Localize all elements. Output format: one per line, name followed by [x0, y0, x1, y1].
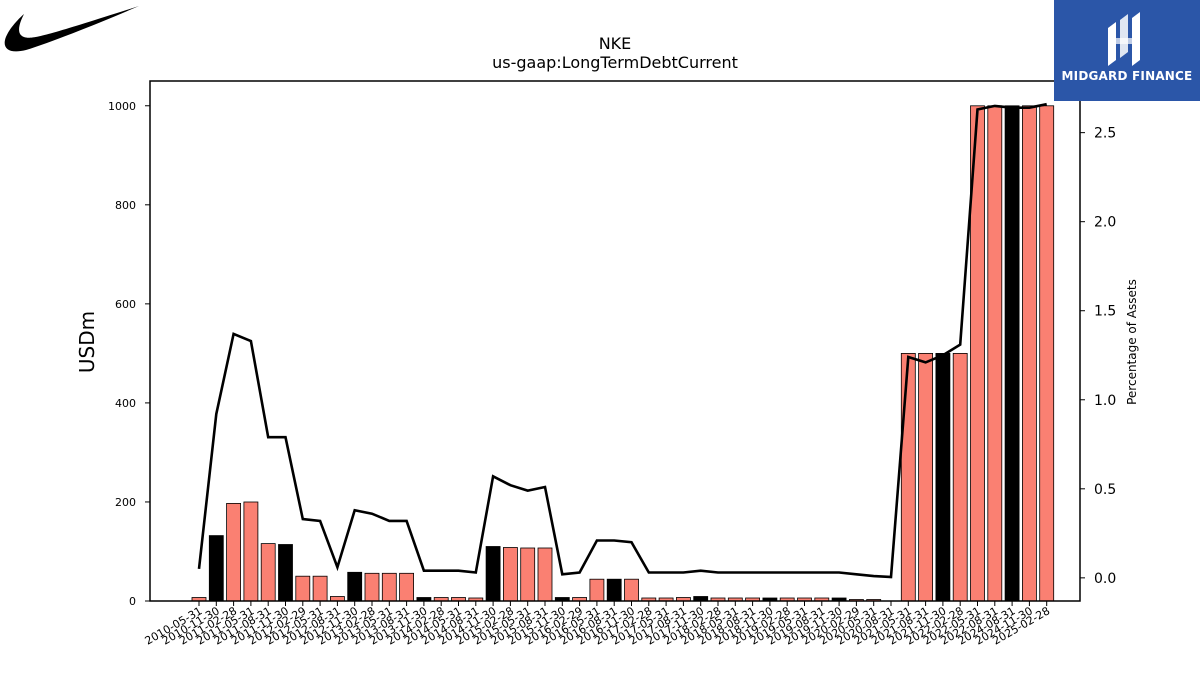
plot-frame: [149, 80, 1081, 602]
y2-tick-label: 0.5: [1094, 482, 1116, 498]
midgard-finance-logo: MIDGARD FINANCE: [1054, 0, 1200, 101]
bar: [243, 501, 259, 602]
y2-tick-label: 2.5: [1094, 126, 1116, 142]
bar: [502, 547, 518, 602]
bar: [208, 535, 224, 602]
bar: [347, 571, 363, 602]
bar: [900, 352, 916, 602]
bar: [485, 546, 501, 602]
y2-tick-label: 1.0: [1094, 393, 1116, 409]
y-axis-left: 0 200 400 600 800 1000: [108, 100, 150, 608]
y-tick-label: 600: [115, 298, 136, 311]
chart-title: NKE: [599, 34, 632, 53]
bar: [1022, 105, 1037, 602]
nike-swoosh-logo: [4, 6, 139, 52]
bar: [226, 502, 242, 602]
y-axis-right: 0.0 0.5 1.0 1.5 2.0 2.5: [1080, 126, 1116, 587]
y2-tick-label: 2.0: [1094, 215, 1116, 231]
bar: [624, 578, 639, 602]
midgard-mark-icon: [1108, 12, 1140, 66]
bar: [537, 547, 553, 602]
y-axis-label: USDm: [75, 311, 99, 373]
bar: [1039, 105, 1055, 602]
bar: [312, 575, 328, 602]
y2-axis-label: Percentage of Assets: [1125, 279, 1139, 405]
bar: [381, 572, 397, 602]
bar: [606, 578, 622, 602]
y2-tick-label: 0.0: [1094, 571, 1116, 587]
bar-series: [191, 105, 1055, 602]
bar: [987, 105, 1003, 602]
bar: [260, 543, 276, 602]
bar: [935, 352, 951, 602]
brand-name: MIDGARD FINANCE: [1061, 69, 1193, 83]
bar: [399, 572, 415, 602]
bar: [952, 352, 968, 602]
bar: [278, 544, 293, 602]
y-tick-label: 200: [115, 496, 136, 509]
bar: [520, 547, 536, 602]
bar: [295, 575, 311, 602]
y-tick-label: 0: [129, 595, 136, 608]
bar: [918, 352, 933, 602]
chart-subtitle: us-gaap:LongTermDebtCurrent: [492, 53, 738, 72]
y-tick-label: 400: [115, 397, 136, 410]
bar: [364, 572, 380, 602]
pct-assets-line: [197, 102, 1047, 579]
bar: [589, 578, 605, 602]
y-tick-label: 1000: [108, 100, 136, 113]
y-tick-label: 800: [115, 199, 136, 212]
y2-tick-label: 1.5: [1094, 304, 1116, 320]
bar: [1004, 105, 1020, 602]
x-axis: 2010-05-312010-11-302011-02-282011-05-31…: [143, 601, 1052, 648]
